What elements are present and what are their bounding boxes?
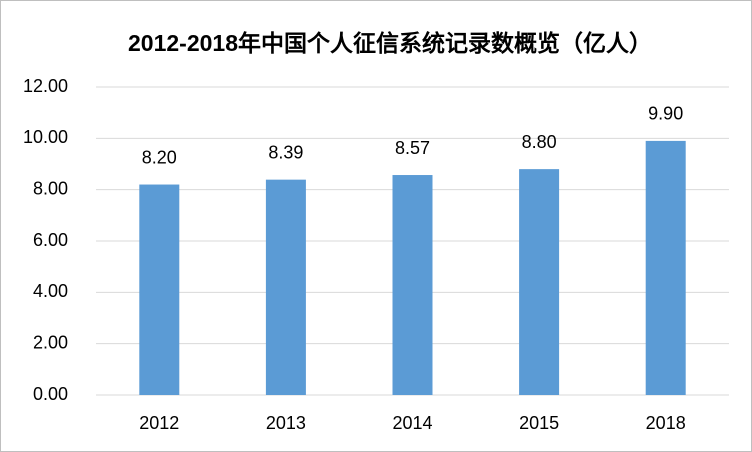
bar	[645, 140, 686, 395]
bar	[139, 184, 180, 395]
x-tick-label: 2018	[646, 413, 686, 433]
value-label: 8.57	[395, 138, 430, 158]
x-tick-label: 2014	[392, 413, 432, 433]
x-tick-label: 2012	[139, 413, 179, 433]
y-tick-label: 8.00	[33, 178, 68, 198]
bar	[519, 169, 560, 395]
y-tick-label: 0.00	[33, 384, 68, 404]
y-tick-label: 10.00	[23, 127, 68, 147]
value-label: 8.80	[522, 132, 557, 152]
value-label: 8.39	[268, 142, 303, 162]
y-tick-label: 4.00	[33, 281, 68, 301]
x-tick-label: 2013	[266, 413, 306, 433]
x-tick-label: 2015	[519, 413, 559, 433]
value-label: 9.90	[648, 104, 683, 124]
y-tick-label: 6.00	[33, 230, 68, 250]
value-label: 8.20	[142, 147, 177, 167]
chart-title: 2012-2018年中国个人征信系统记录数概览（亿人）	[128, 30, 652, 56]
bar	[392, 175, 433, 395]
bar	[265, 179, 306, 395]
y-tick-label: 2.00	[33, 332, 68, 352]
y-tick-label: 12.00	[23, 76, 68, 96]
